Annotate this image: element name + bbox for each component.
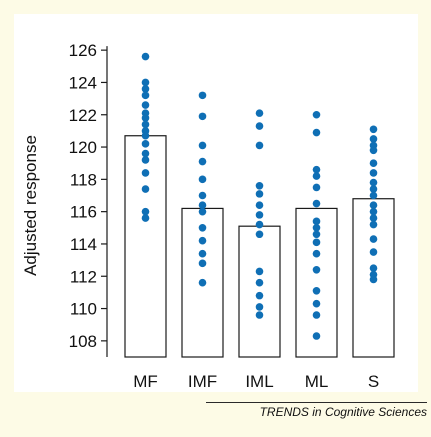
bar-iml (238, 225, 281, 358)
data-point (369, 275, 378, 284)
data-point (255, 230, 264, 239)
data-point (312, 249, 321, 258)
data-point (141, 114, 150, 122)
x-category-label: ML (305, 372, 329, 391)
data-point (141, 52, 150, 61)
data-point (369, 159, 378, 167)
bar-dot-chart: 108 110 112 114 116 118 120 122 124 126 Adjusted r… (21, 41, 395, 391)
data-point (198, 249, 207, 258)
data-point (255, 211, 264, 219)
data-point (312, 183, 321, 192)
plot-panel: 108 110 112 114 116 118 120 122 124 126 Adjusted r… (14, 14, 418, 392)
data-point (141, 185, 150, 193)
data-point (141, 149, 150, 158)
y-axis-title: Adjusted response (21, 135, 40, 276)
data-point (312, 110, 321, 119)
data-point (255, 122, 264, 130)
y-tick-label: 110 (70, 300, 97, 319)
data-point (141, 78, 150, 87)
data-point (255, 311, 264, 319)
data-point (369, 214, 378, 222)
data-point (198, 259, 207, 268)
data-point (255, 220, 264, 229)
y-tick-label: 108 (69, 332, 97, 351)
data-point (369, 201, 378, 209)
data-point (369, 185, 378, 193)
footer-rule (206, 402, 427, 403)
data-point (255, 291, 264, 300)
data-point (312, 217, 321, 226)
data-point (312, 165, 321, 174)
data-point (198, 201, 207, 209)
data-point (255, 201, 264, 209)
data-point (141, 156, 150, 164)
data-point (369, 191, 378, 200)
data-point (255, 190, 264, 198)
data-point (255, 182, 264, 190)
data-point (198, 207, 207, 216)
data-point (312, 311, 321, 319)
data-point (312, 332, 321, 340)
data-point (369, 207, 378, 216)
data-point (369, 235, 378, 243)
bar-mf (124, 135, 167, 358)
data-point (312, 286, 321, 295)
data-point (198, 141, 207, 150)
data-point (312, 224, 321, 232)
data-point (369, 169, 378, 177)
data-point (255, 278, 264, 287)
data-point (141, 85, 150, 93)
data-point (369, 135, 378, 143)
data-point (369, 178, 378, 187)
data-point (312, 238, 321, 247)
data-point (255, 141, 264, 150)
y-tick-label: 114 (70, 235, 97, 254)
x-category-label: MF (133, 372, 158, 391)
data-point (198, 278, 207, 287)
data-point (312, 128, 321, 137)
data-point (198, 157, 207, 166)
data-point (141, 131, 150, 140)
data-point (255, 109, 264, 117)
data-point (312, 265, 321, 274)
data-point (198, 91, 207, 100)
data-point (198, 236, 207, 245)
data-point (255, 267, 264, 276)
data-point (141, 214, 150, 222)
y-tick-label: 126 (69, 41, 97, 60)
data-point (198, 175, 207, 184)
data-point (141, 207, 150, 216)
x-category-label: S (368, 372, 379, 391)
data-point (141, 120, 150, 129)
y-tick-label: 116 (70, 203, 97, 222)
data-point (141, 169, 150, 177)
y-tick-label: 122 (69, 106, 97, 125)
data-point (369, 125, 378, 134)
journal-credit: TRENDS in Cognitive Sciences (259, 405, 427, 419)
data-point (141, 101, 150, 109)
data-point (198, 112, 207, 121)
y-tick-label: 112 (70, 267, 97, 286)
y-tick-label: 120 (69, 138, 97, 157)
data-point (255, 303, 264, 311)
data-point (312, 230, 321, 239)
data-point (369, 220, 378, 229)
x-category-label: IML (245, 372, 273, 391)
data-point (312, 172, 321, 180)
data-point (198, 224, 207, 232)
data-point (312, 299, 321, 308)
data-point (369, 264, 378, 272)
y-tick-label: 124 (69, 73, 97, 92)
x-category-label: IMF (188, 372, 217, 391)
data-point (312, 199, 321, 208)
data-point (198, 191, 207, 200)
data-point (141, 91, 150, 100)
data-point (141, 140, 150, 148)
data-point (369, 146, 378, 155)
data-point (369, 248, 378, 256)
y-tick-label: 118 (70, 170, 97, 189)
